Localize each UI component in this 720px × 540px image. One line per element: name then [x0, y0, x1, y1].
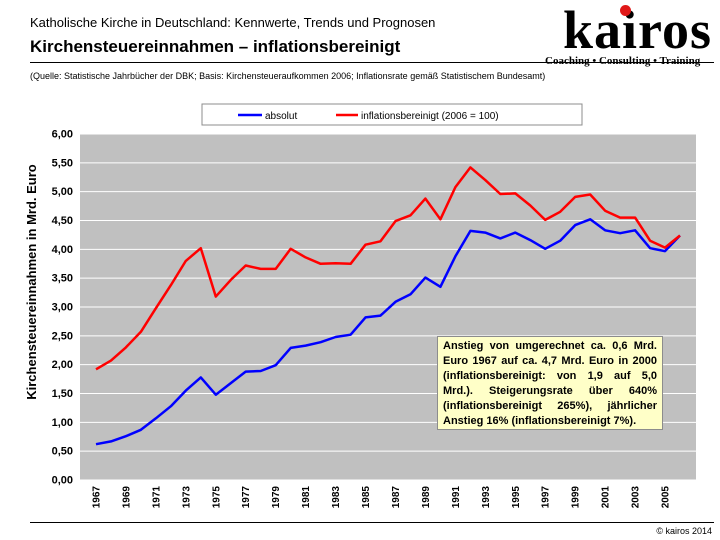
x-tick-label: 2001	[601, 486, 612, 509]
x-tick-label: 1991	[451, 486, 462, 509]
y-tick-label: 1,00	[52, 417, 73, 429]
header-divider	[30, 62, 714, 63]
series-line-inflation	[95, 166, 681, 371]
kairos-logo: kairos	[563, 0, 713, 60]
x-tick-labels: 1967 1969 1971 1973 1975 1977 1979 1981 1983 1985…	[92, 486, 672, 509]
x-tick-label: 1979	[271, 486, 282, 509]
x-tick-label: 1995	[511, 486, 522, 509]
legend-label-inflation: inflationsbereinigt (2006 = 100)	[361, 111, 499, 122]
x-tick-label: 1973	[181, 486, 192, 509]
x-tick-label: 1975	[211, 486, 222, 509]
x-tick-label: 1997	[541, 486, 552, 509]
y-tick-label: 4,50	[52, 215, 73, 227]
y-axis-label: Kirchensteuereinnahmen in Mrd. Euro	[24, 164, 39, 400]
page-subtitle: Katholische Kirche in Deutschland: Kennw…	[30, 15, 436, 30]
y-tick-label: 0,50	[52, 446, 73, 458]
x-tick-label: 1985	[361, 486, 372, 509]
legend: absolut inflationsbereinigt (2006 = 100)	[201, 103, 583, 126]
x-tick-label: 1981	[301, 486, 312, 509]
x-tick-label: 1993	[481, 486, 492, 509]
logo-dot-icon	[620, 5, 631, 16]
y-tick-labels: 0,00 0,50 1,00 1,50 2,00 2,50 3,00 3,50 4,00 4,50…	[52, 129, 73, 487]
x-tick-label: 1999	[571, 486, 582, 509]
series-line-absolut	[95, 218, 681, 446]
x-tick-label: 1983	[331, 486, 342, 509]
y-tick-label: 0,00	[52, 475, 73, 487]
y-tick-label: 5,00	[52, 186, 73, 198]
copyright: © kairos 2014	[656, 526, 712, 536]
legend-box	[201, 103, 583, 126]
y-tick-label: 3,50	[52, 273, 73, 285]
x-tick-label: 1969	[121, 486, 132, 509]
y-tick-label: 5,50	[52, 157, 73, 169]
x-tick-label: 2005	[661, 486, 672, 509]
x-tick-label: 1977	[241, 486, 252, 509]
annotation-box: Anstieg von umgerechnet ca. 0,6 Mrd. Eur…	[437, 336, 663, 430]
y-tick-label: 2,50	[52, 330, 73, 342]
y-tick-label: 3,00	[52, 302, 73, 314]
x-tick-label: 1971	[151, 486, 162, 509]
y-tick-label: 4,00	[52, 244, 73, 256]
y-tick-label: 6,00	[52, 129, 73, 141]
x-tick-label: 1987	[391, 486, 402, 509]
legend-label-absolut: absolut	[265, 111, 297, 122]
source-note: (Quelle: Statistische Jahrbücher der DBK…	[30, 71, 546, 81]
page-title: Kirchensteuereinnahmen – inflationsberei…	[30, 37, 401, 56]
x-tick-label: 2003	[631, 486, 642, 509]
y-tick-label: 1,50	[52, 388, 73, 400]
x-tick-label: 1967	[92, 486, 103, 509]
footer-divider	[30, 522, 714, 523]
series-lines	[95, 166, 681, 446]
x-tick-label: 1989	[421, 486, 432, 509]
y-tick-label: 2,00	[52, 359, 73, 371]
logo-tagline: Coaching • Consulting • Training	[545, 55, 701, 67]
